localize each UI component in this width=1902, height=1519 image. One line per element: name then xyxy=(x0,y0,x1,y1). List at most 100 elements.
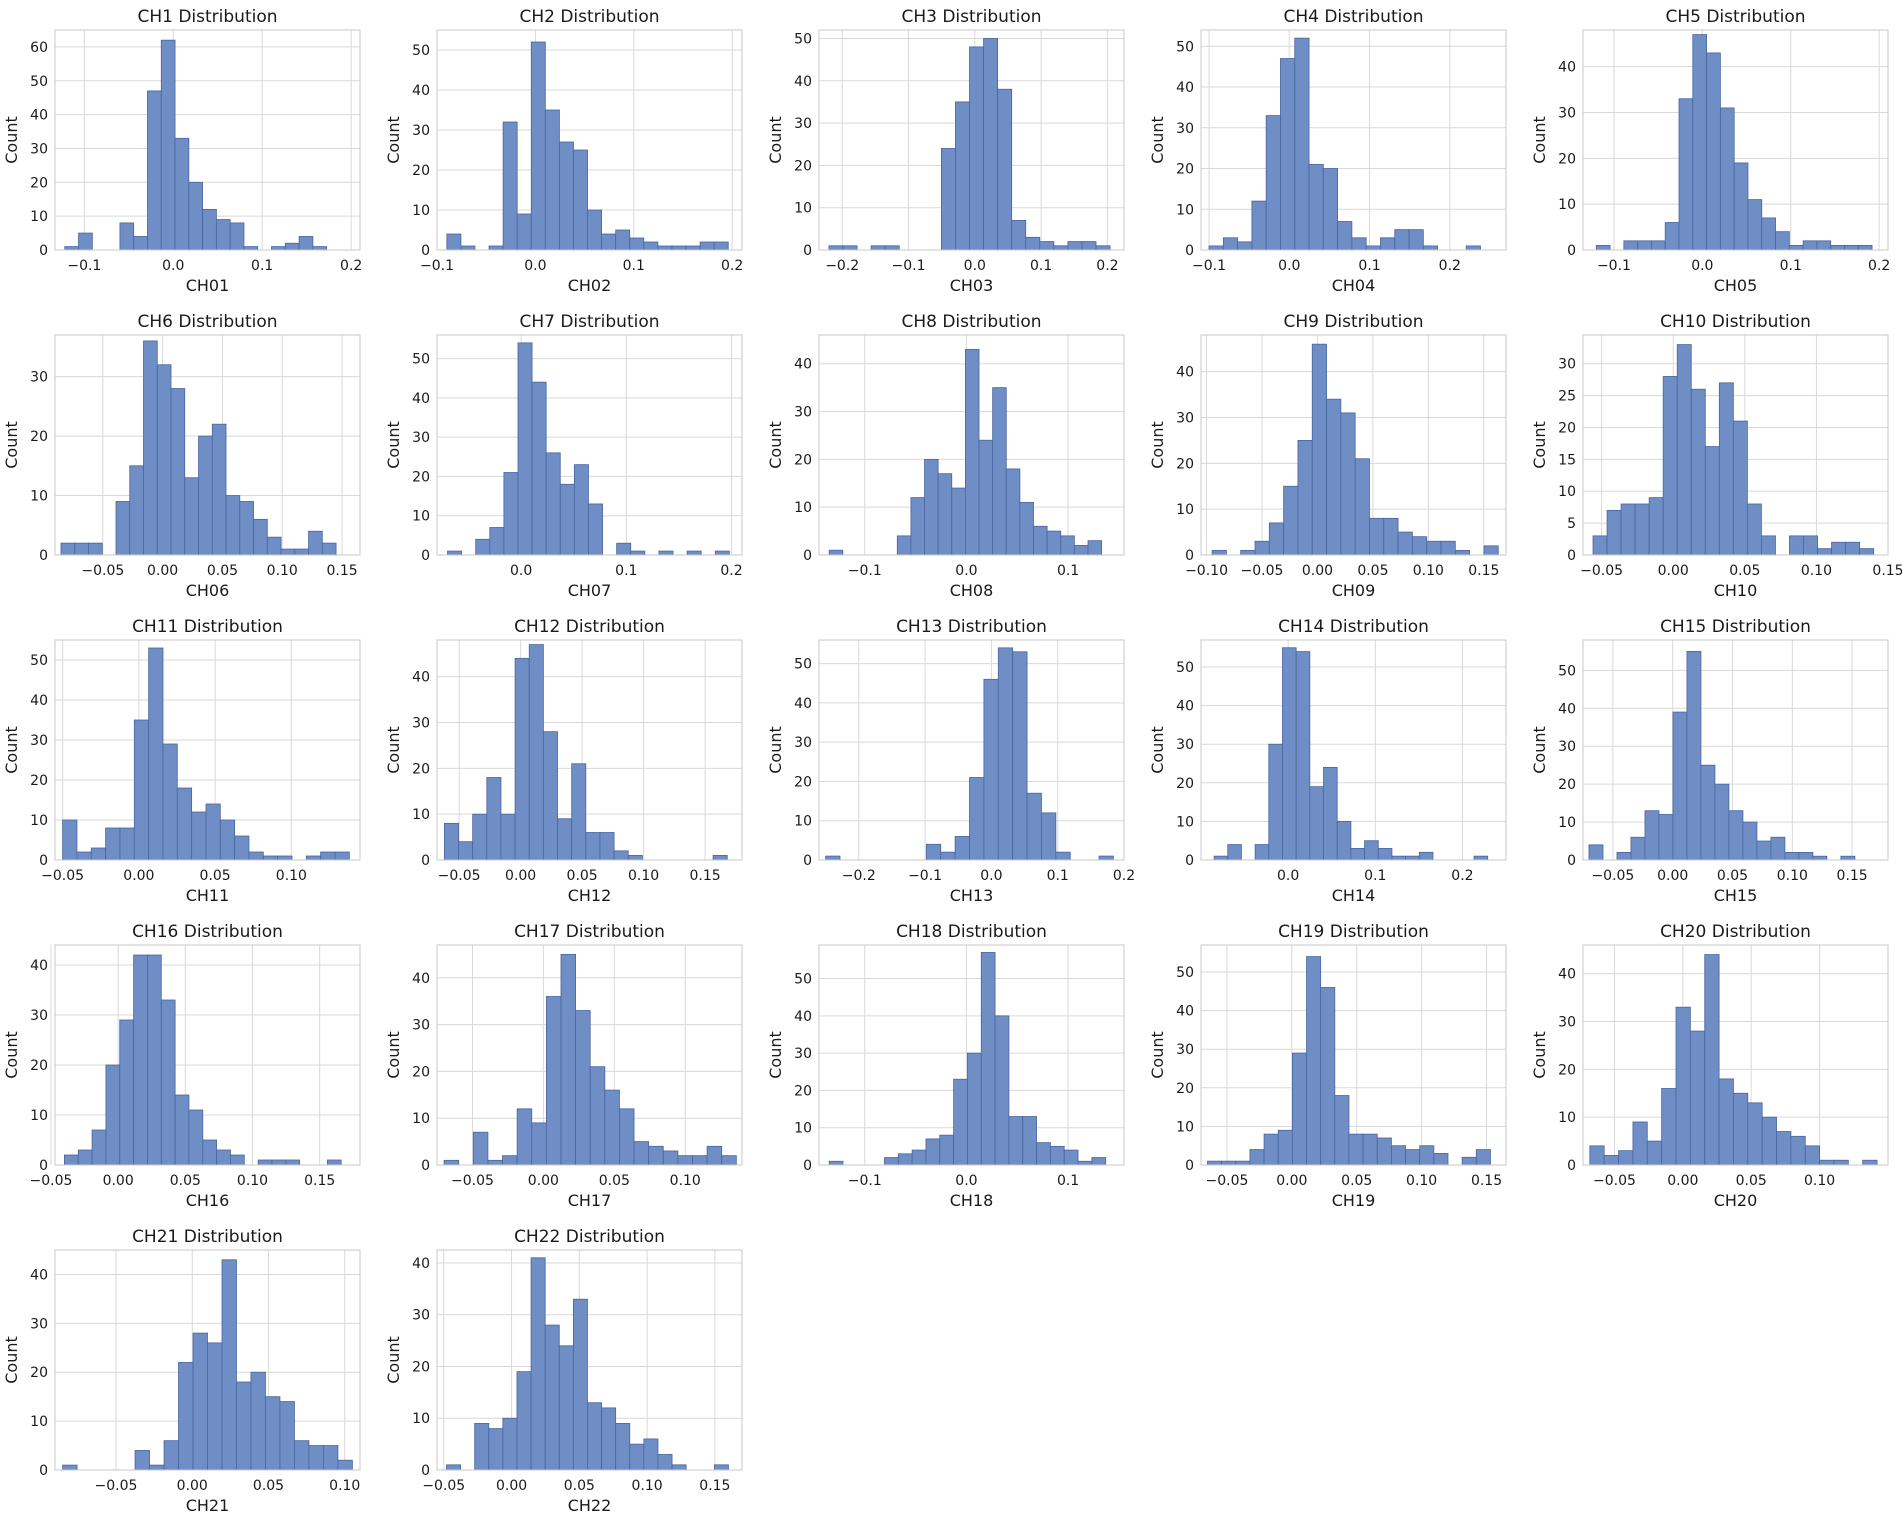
ch22-bar xyxy=(671,1464,687,1471)
ch14-bar xyxy=(1227,844,1242,861)
ch12-plot-frame xyxy=(436,639,743,861)
ch8-bar xyxy=(910,497,925,556)
ch3-x-tick-label: 0.0 xyxy=(964,258,986,274)
ch20-bar xyxy=(1618,1150,1634,1166)
ch4-bar xyxy=(1222,237,1238,251)
ch10-x-tick-label: 0.10 xyxy=(1801,563,1832,579)
ch5-bar xyxy=(1651,240,1666,251)
ch2-x-tick-label: 0.2 xyxy=(721,258,743,274)
ch19-bar xyxy=(1263,1133,1279,1166)
ch21-y-tick-label: 30 xyxy=(30,1316,48,1332)
ch6-x-tick-label: 0.10 xyxy=(267,563,298,579)
ch12-bar xyxy=(599,832,615,861)
ch8-bar xyxy=(1087,540,1103,556)
ch20-x-tick-label: −0.05 xyxy=(1593,1173,1636,1189)
ch9-x-tick-label: 0.00 xyxy=(1302,563,1333,579)
ch1-bar xyxy=(133,236,148,251)
ch5-bar xyxy=(1747,199,1763,251)
ch11-bar xyxy=(76,851,92,861)
ch19-y-axis-label: Count xyxy=(1148,1031,1167,1079)
ch16-bar xyxy=(285,1159,301,1166)
ch8-y-tick-label: 40 xyxy=(794,357,812,373)
ch2-x-tick-label: 0.0 xyxy=(524,258,546,274)
ch11-bar xyxy=(277,855,293,861)
ch4-bar xyxy=(1308,164,1324,251)
ch11-x-tick-label: 0.10 xyxy=(276,868,307,884)
ch10-bar xyxy=(1789,535,1804,556)
ch15-plot-frame xyxy=(1582,639,1889,861)
ch4-bar xyxy=(1208,245,1224,251)
ch20-y-tick-label: 30 xyxy=(1558,1015,1576,1031)
ch3-bar xyxy=(940,148,956,251)
ch18-plot-frame xyxy=(818,944,1125,1166)
ch6-y-tick-label: 10 xyxy=(30,489,48,505)
ch9-bar xyxy=(1268,522,1285,556)
ch10-bar xyxy=(1648,497,1664,556)
ch22-x-tick-label: −0.05 xyxy=(422,1478,465,1494)
ch17-bar xyxy=(531,1122,547,1166)
ch3-bar xyxy=(983,38,999,251)
ch7-x-axis-label: CH07 xyxy=(568,581,612,600)
ch19-bar xyxy=(1221,1160,1237,1166)
ch4-x-axis-label: CH04 xyxy=(1332,276,1376,295)
ch7-bar xyxy=(475,538,491,556)
ch10-y-tick-label: 20 xyxy=(1558,420,1576,436)
ch11-bar xyxy=(248,851,264,861)
ch11-bar xyxy=(320,851,336,861)
ch17-bar xyxy=(604,1089,620,1166)
ch2-bar xyxy=(713,241,729,251)
ch4-y-tick-label: 30 xyxy=(1176,121,1194,137)
ch8-bar xyxy=(1005,468,1021,556)
ch15-x-tick-label: 0.05 xyxy=(1717,868,1748,884)
ch1-bar xyxy=(147,90,162,251)
ch18-bar xyxy=(939,1134,955,1166)
ch2-bar xyxy=(488,245,504,251)
ch4-y-axis-label: Count xyxy=(1148,116,1167,164)
ch3-bar xyxy=(1081,241,1097,251)
ch14-y-tick-label: 40 xyxy=(1176,699,1194,715)
ch5-bar xyxy=(1788,245,1804,251)
ch19-bar xyxy=(1433,1153,1449,1166)
ch7-x-tick-label: 0.1 xyxy=(615,563,637,579)
ch9-x-tick-label: −0.05 xyxy=(1241,563,1284,579)
ch1-bar xyxy=(271,246,286,251)
ch5-bar xyxy=(1692,34,1707,251)
ch10-bar xyxy=(1634,503,1650,556)
ch11-bar xyxy=(205,803,221,861)
ch21-bar xyxy=(134,1450,150,1471)
ch22-bar xyxy=(657,1454,673,1471)
ch10-bar xyxy=(1803,535,1818,556)
ch3-plot-frame xyxy=(818,29,1125,251)
ch9-bar xyxy=(1297,440,1313,556)
ch18-bar xyxy=(994,1015,1010,1166)
ch3-bar xyxy=(842,245,858,251)
ch17-y-tick-label: 30 xyxy=(412,1018,430,1034)
ch3-x-tick-label: −0.1 xyxy=(892,258,926,274)
ch3-y-tick-label: 10 xyxy=(794,201,812,217)
ch18-title: CH18 Distribution xyxy=(896,922,1047,942)
ch12-y-tick-label: 40 xyxy=(412,670,430,686)
ch19-title: CH19 Distribution xyxy=(1278,922,1429,942)
ch8-bar xyxy=(965,348,980,556)
ch19-bar xyxy=(1376,1137,1392,1166)
ch18-y-tick-label: 0 xyxy=(803,1158,812,1174)
ch3-bar xyxy=(1053,245,1069,251)
ch8-x-tick-label: 0.0 xyxy=(955,563,977,579)
ch9-bar xyxy=(1454,550,1471,556)
ch5-bar xyxy=(1857,245,1873,251)
ch12-bar xyxy=(458,841,474,861)
ch22-y-tick-label: 30 xyxy=(412,1308,430,1324)
ch19-bar xyxy=(1306,956,1322,1166)
ch22-bar xyxy=(544,1324,560,1471)
ch1-y-tick-label: 40 xyxy=(30,108,48,124)
ch15-bar xyxy=(1658,814,1674,861)
ch18-y-tick-label: 10 xyxy=(794,1121,812,1137)
ch3-bar xyxy=(997,88,1013,251)
ch22-title: CH22 Distribution xyxy=(514,1227,665,1247)
ch17-title: CH17 Distribution xyxy=(514,922,665,942)
ch4-x-tick-label: 0.2 xyxy=(1439,258,1461,274)
ch15-x-axis-label: CH15 xyxy=(1714,886,1758,905)
ch18-bar xyxy=(828,1160,844,1166)
ch1-bar xyxy=(312,246,328,251)
